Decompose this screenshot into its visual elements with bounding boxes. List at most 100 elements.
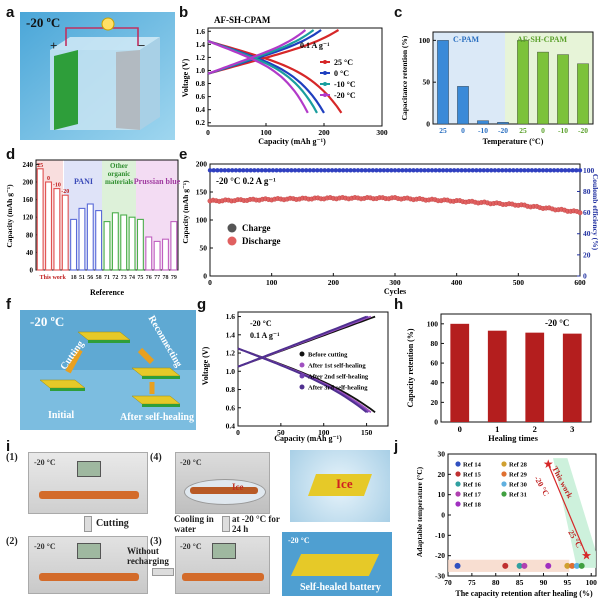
panel-c-chart: 0 50 100 25 0 -10 -20 25 0 -10 -20 C-PAM AF-SH-CPA…	[400, 31, 594, 146]
panel-label-b: b	[179, 4, 189, 21]
e-ce-point	[233, 168, 239, 173]
b-series-3-charge	[207, 29, 307, 75]
panel-label-i: i	[6, 438, 11, 455]
panel-label-j: j	[394, 438, 399, 455]
e-ce-point	[267, 168, 272, 173]
h-bar-3	[562, 333, 582, 422]
e-ce-point	[348, 168, 353, 173]
b-ytick-label: 0.2	[196, 118, 206, 127]
arrow-down	[84, 516, 92, 532]
e-ce-point	[374, 168, 379, 173]
e-ce-point	[455, 168, 461, 173]
c-xtick-label-2: -10	[478, 126, 488, 135]
j-legend-label-2: Ref 16	[463, 482, 482, 489]
b-series-3-discharge	[207, 40, 309, 114]
h-ytick-label: 100	[427, 319, 439, 328]
photo3-temp: -20 °C	[180, 542, 202, 551]
g-xtick-label: 0	[236, 428, 240, 437]
e-ce-point	[385, 168, 390, 173]
g-ytick-label: 1.0	[226, 367, 236, 376]
g-xtick-label: 50	[277, 428, 285, 437]
e-ce-point	[207, 168, 213, 173]
panel-g-annot1: -20 °C	[250, 319, 272, 328]
e-ytick-right-label: 80	[583, 187, 591, 196]
b-ytick-label: 0.6	[196, 92, 206, 101]
c-xtick-label-6: -10	[558, 126, 568, 135]
e-ce-point	[218, 168, 224, 173]
self-healed-battery-render	[282, 532, 392, 596]
panel-g-annot2: 0.1 A g⁻¹	[250, 331, 280, 340]
e-ce-point	[511, 168, 516, 173]
h-xtick-label-2: 2	[533, 424, 537, 434]
step-1-label: (1)	[6, 452, 18, 463]
e-ce-point	[337, 168, 342, 173]
e-xtick-label: 500	[513, 278, 525, 287]
j-xtick-label: 100	[586, 578, 598, 587]
photo4-temp: -20 °C	[180, 458, 202, 467]
j-legend-marker-1	[455, 471, 461, 477]
panel-a-illustration: -20 ºC + −	[20, 12, 175, 140]
c-xtick-label-0: 25	[439, 126, 447, 135]
step-2-label: (2)	[6, 536, 18, 547]
panel-h-annot: -20 °C	[545, 318, 569, 328]
e-ce-point	[522, 168, 527, 173]
d-xtick-label-13: 79	[171, 275, 177, 281]
panel-f-after: After self-healing	[120, 412, 194, 423]
c-bar-1	[457, 86, 469, 125]
panel-a-minus: −	[138, 38, 146, 53]
c-bar-5	[537, 51, 549, 125]
c-bar-2	[477, 120, 489, 125]
j-this-work-star-1: ★	[581, 549, 592, 563]
c-xtick-label-7: -20	[578, 126, 588, 135]
e-ce-point	[555, 168, 560, 173]
e-ce-point	[359, 168, 364, 173]
e-ce-point	[248, 168, 253, 173]
b-xtick-label: 100	[260, 128, 272, 137]
e-ce-point	[477, 168, 483, 173]
d-bar-16	[170, 221, 178, 271]
e-ce-point	[318, 168, 324, 173]
e-ce-point	[300, 168, 305, 173]
e-ce-point	[315, 168, 320, 173]
panel-b-xlabel: Capacity (mAh g⁻¹)	[258, 137, 326, 146]
j-point-8	[578, 562, 585, 569]
step-4-label: (4)	[150, 452, 162, 463]
d-ytick-label: 80	[26, 231, 34, 239]
g-ytick-label: 0.6	[226, 403, 236, 412]
g-ytick-label: 1.2	[226, 349, 236, 358]
e-ce-point	[503, 168, 509, 173]
d-bar-5	[78, 207, 86, 271]
panel-a-plus: +	[50, 38, 58, 53]
render-temp: -20 °C	[288, 536, 310, 545]
j-point-2	[516, 562, 523, 569]
b-ytick-label: 1.2	[196, 53, 206, 62]
e-ce-point	[389, 168, 394, 173]
g-legend-marker-3	[299, 384, 305, 390]
e-ce-point	[566, 168, 572, 173]
panel-b-chart: 0 100 200 300 0.2 0.4 0.6 0.8 1.0 1.2 1.4 1.6 25 °C 0…	[181, 15, 388, 146]
panel-f-temperature: -20 ºC	[30, 314, 65, 329]
e-ce-point	[322, 168, 327, 173]
e-ce-point	[326, 168, 331, 173]
e-ce-point	[518, 168, 523, 173]
e-ce-point	[333, 168, 338, 173]
e-ce-point	[363, 168, 368, 173]
panel-e-legend-charge: Charge	[242, 223, 271, 233]
g-ytick-label: 0.4	[226, 422, 236, 431]
e-ytick-left-label: 100	[196, 216, 208, 225]
e-ce-point	[381, 168, 387, 173]
e-ce-point	[222, 168, 227, 173]
panel-h-ylabel: Capacity retention (%)	[406, 328, 415, 407]
ice-battery-render	[290, 450, 390, 522]
e-ce-point	[241, 168, 246, 173]
e-ce-point	[544, 168, 549, 173]
e-ce-point	[563, 168, 568, 173]
panel-e-legend-charge-marker	[227, 223, 237, 233]
panel-label-f: f	[6, 296, 11, 313]
panel-h-xlabel: Healing times	[488, 433, 539, 443]
photo-step-4	[175, 452, 270, 514]
d-bar-2	[53, 188, 61, 271]
g-xtick-label: 150	[361, 428, 373, 437]
e-ce-point	[407, 168, 412, 173]
g-legend-marker-0	[299, 351, 305, 357]
